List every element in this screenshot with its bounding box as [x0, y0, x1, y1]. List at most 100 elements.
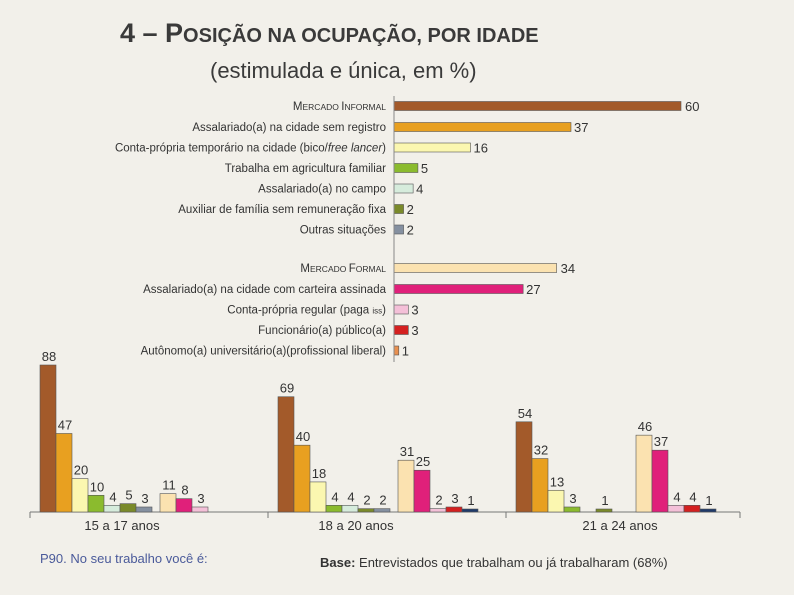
hbar-value: 3: [411, 303, 418, 318]
vbar: [515, 421, 533, 513]
hbar-label: Assalariado(a) na cidade sem registro: [192, 122, 386, 134]
vbar-value: 69: [280, 381, 294, 396]
chart-title-prefix: 4 – P: [120, 18, 183, 48]
vbar-value: 13: [550, 474, 564, 489]
hbar-label: Funcionário(a) público(a): [258, 325, 386, 337]
x-tick-label: 21 a 24 anos: [582, 518, 658, 533]
vbar: [87, 494, 105, 513]
hbar-value: 5: [421, 161, 428, 176]
vbar: [135, 506, 153, 513]
vbar-value: 8: [181, 483, 188, 498]
hbar-group-label: MERCADO INFORMAL: [293, 101, 386, 113]
vbar-value: 4: [331, 489, 338, 504]
hbar: [393, 183, 414, 194]
vbar-value: 31: [400, 444, 414, 459]
hbar: [393, 345, 400, 356]
hbar-label: Conta-própria regular (paga iss): [227, 305, 386, 317]
vbar: [547, 489, 565, 513]
vbar: [39, 364, 57, 513]
hbar-label: Assalariado(a) na cidade com carteira as…: [143, 284, 387, 296]
hbar-value: 2: [407, 223, 414, 238]
vbar-value: 54: [518, 406, 532, 421]
vbar-value: 3: [141, 491, 148, 506]
hbar-group-value: 34: [561, 261, 575, 276]
chart-subtitle: (estimulada e única, em %): [210, 58, 477, 83]
hbar-label: Conta-própria temporário na cidade (bico…: [115, 143, 386, 155]
vbar-value: 1: [705, 493, 712, 508]
base-rest: Entrevistados que trabalham ou já trabal…: [355, 555, 667, 570]
hbar-value: 37: [574, 120, 588, 135]
vbar: [325, 505, 343, 513]
vbar: [175, 498, 193, 513]
vbar: [667, 505, 685, 513]
vbar: [699, 508, 717, 513]
vbar: [103, 505, 121, 513]
vbar-value: 32: [534, 443, 548, 458]
vbar: [309, 481, 327, 513]
vbar: [429, 508, 447, 513]
vbar-value: 47: [58, 417, 72, 432]
vbar: [397, 459, 415, 513]
hbar-value: 1: [402, 344, 409, 359]
question-text: P90. No seu trabalho você é:: [40, 551, 208, 566]
vbar: [71, 478, 89, 513]
vbar: [277, 396, 295, 513]
vbar-value: 46: [638, 419, 652, 434]
hbar-group-bar: [393, 263, 557, 273]
vbar-value: 25: [416, 454, 430, 469]
hbar-group-value: 60: [685, 99, 699, 114]
vbar: [293, 444, 311, 513]
vbar: [119, 503, 137, 513]
vbar-value: 11: [162, 478, 176, 493]
vbar: [683, 505, 701, 513]
vbar: [531, 458, 549, 513]
vbar-value: 4: [689, 489, 696, 504]
vbar-value: 18: [312, 466, 326, 481]
vbar-value: 3: [197, 491, 204, 506]
hbar-value: 27: [526, 282, 540, 297]
vbar: [461, 508, 479, 513]
vbar: [191, 506, 209, 513]
hbar: [393, 304, 409, 315]
vbar-value: 3: [451, 491, 458, 506]
horizontal-bar-chart: MERCADO INFORMAL 60 Assalariado(a) na cida…: [115, 99, 700, 359]
vbar: [341, 505, 359, 513]
vbar-value: 3: [569, 491, 576, 506]
vbar-value: 2: [435, 493, 442, 508]
vbar: [159, 493, 177, 513]
x-tick-label: 15 a 17 anos: [84, 518, 160, 533]
hbar: [393, 163, 419, 173]
hbar-value: 2: [407, 202, 414, 217]
chart-title: 4 – POSIÇÃO NA OCUPAÇÃO, POR IDADE: [120, 18, 539, 48]
base-bold: Base:: [320, 555, 355, 570]
vbar: [563, 506, 581, 513]
hbar-label: Assalariado(a) no campo: [258, 184, 386, 196]
hbar: [393, 325, 409, 335]
hbar-value: 3: [411, 323, 418, 338]
hbar: [393, 122, 572, 132]
hbar-label: Trabalha em agricultura familiar: [225, 163, 386, 175]
hbar: [393, 142, 471, 153]
vbar-value: 2: [363, 493, 370, 508]
vbar-value: 88: [42, 349, 56, 364]
base-text: Base: Entrevistados que trabalham ou já …: [320, 555, 668, 570]
x-tick-label: 18 a 20 anos: [318, 518, 394, 533]
hbar-label: Auxiliar de família sem remuneração fixa: [178, 204, 386, 216]
hbar-label: Autônomo(a) universitário(a)(profissiona…: [141, 346, 387, 358]
vbar: [413, 469, 431, 513]
vbar-value: 1: [601, 493, 608, 508]
hbar-value: 4: [416, 182, 423, 197]
vbar: [357, 508, 375, 513]
vbar: [445, 506, 463, 513]
vbar: [651, 449, 669, 513]
vbar: [55, 433, 73, 513]
hbar: [393, 224, 404, 235]
hbar-label: Outras situações: [300, 225, 387, 237]
hbar: [393, 284, 524, 294]
chart-title-smallcaps: OSIÇÃO NA OCUPAÇÃO, POR IDADE: [183, 24, 539, 47]
vbar: [373, 508, 391, 513]
vbar-value: 4: [109, 489, 116, 504]
vbar-value: 20: [74, 463, 88, 478]
